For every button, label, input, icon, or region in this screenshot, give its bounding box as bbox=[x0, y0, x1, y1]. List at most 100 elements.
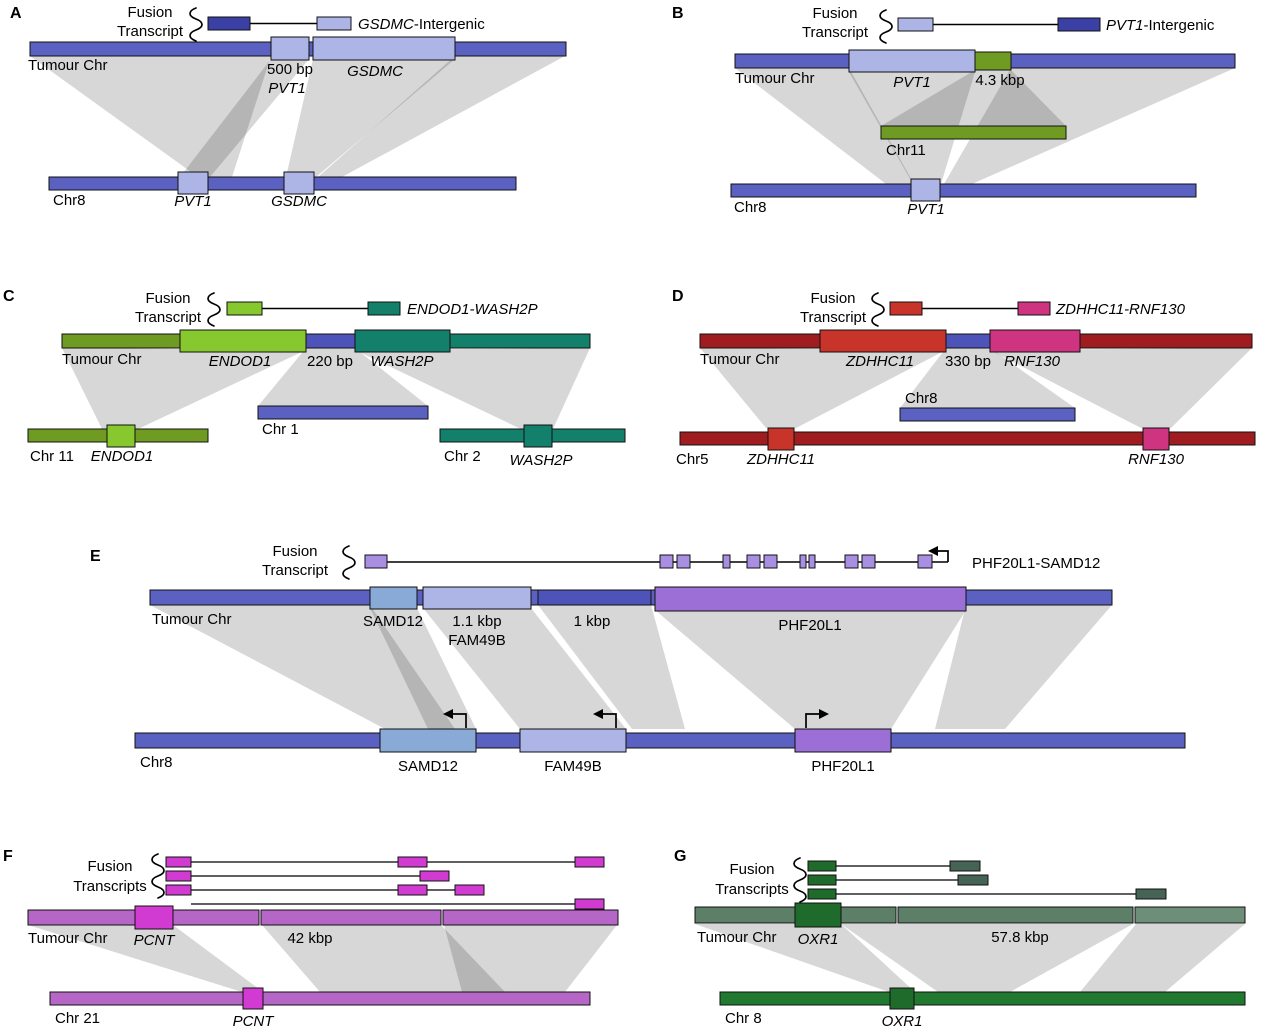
panel-d-insert-segment-blue bbox=[945, 333, 991, 349]
panel-d-chr5-bar bbox=[679, 431, 1256, 446]
panel-b-chr8-pvt1-box bbox=[910, 178, 941, 202]
panel-e-fusion-exon bbox=[659, 554, 674, 569]
panel-b-size-label: 4.3 kbp bbox=[975, 72, 1024, 89]
panel-e-samd12-label: SAMD12 bbox=[363, 613, 423, 630]
panel-f-mapping-shadow bbox=[262, 925, 505, 992]
panel-a-pvt1-label: PVT1 bbox=[268, 80, 306, 97]
panel-e-1kbp-segment bbox=[537, 589, 652, 606]
panel-d-tumour-chr-label: Tumour Chr bbox=[700, 351, 779, 368]
panel-g-transcript-exon bbox=[807, 860, 837, 872]
panel-d-chr5-label: Chr5 bbox=[676, 451, 709, 468]
panel-f-transcript-exon bbox=[454, 884, 485, 896]
panel-c-tumour-chr-label: Tumour Chr bbox=[62, 351, 141, 368]
panel-d-mapping-shadow bbox=[990, 348, 1252, 428]
panel-f-tumour-chr-segment bbox=[442, 909, 619, 926]
panel-e-samd12-tss-arrowhead bbox=[443, 709, 453, 719]
panel-f-transcript-exon bbox=[574, 898, 605, 910]
panel-b-brace-squiggle-icon bbox=[879, 9, 893, 44]
panel-c-chr2-wash2p-box bbox=[523, 424, 553, 448]
panel-g-chr8-oxr1-box bbox=[889, 987, 915, 1010]
panel-g-oxr1-box bbox=[794, 902, 842, 928]
panel-a-chr8-gsdmc-label: GSDMC bbox=[271, 193, 327, 210]
panel-b-pvt1-label: PVT1 bbox=[893, 74, 931, 91]
panel-a-brace-squiggle-icon bbox=[189, 7, 203, 42]
panel-e-letter: E bbox=[90, 548, 101, 565]
panel-e-size1-label: 1.1 kbp bbox=[452, 613, 501, 630]
panel-e-fusion-exon bbox=[722, 554, 731, 569]
panel-e-chr8-phf20l1-box bbox=[794, 728, 892, 753]
panel-e-fusion-exon bbox=[917, 554, 933, 569]
panel-b-fusion-exon-left bbox=[897, 17, 934, 32]
panel-f-mapping-shadow bbox=[28, 925, 263, 992]
panel-e-fusion-exon bbox=[746, 554, 761, 569]
panel-f-transcript-exon bbox=[165, 884, 192, 896]
panel-c-letter: C bbox=[3, 288, 15, 305]
panel-c-chr11-endod1-label: ENDOD1 bbox=[91, 448, 154, 465]
panel-f-fusion-label-line1: Fusion bbox=[87, 858, 132, 875]
panel-g-fusion-label-line1: Fusion bbox=[729, 861, 774, 878]
panel-b-chr8-label: Chr8 bbox=[734, 199, 767, 216]
panel-g-transcript-exon bbox=[949, 860, 981, 872]
panel-d-fusion-label-line2: Transcript bbox=[800, 309, 867, 326]
panel-f-tumour-chr-segment bbox=[260, 909, 442, 926]
panel-e-chr8-phf20l1-label: PHF20L1 bbox=[811, 758, 874, 775]
panel-c-wash2p-box bbox=[354, 329, 451, 353]
panel-d-fusion-exon-left bbox=[889, 301, 923, 316]
panel-e-fusion-exon bbox=[799, 554, 807, 569]
panel-b-intergenic-green-box bbox=[974, 51, 1012, 71]
panel-d-zdhhc11-box bbox=[819, 329, 947, 353]
panel-c-fusion-label-line1: Fusion bbox=[145, 290, 190, 307]
panel-d-fusion-label-line1: Fusion bbox=[810, 290, 855, 307]
panel-c-chr2-wash2p-label: WASH2P bbox=[509, 452, 572, 469]
panel-e-mapping-shadow bbox=[150, 605, 455, 729]
panel-d: D Fusion Transcript ZDHHC11-RNF130 Tumou… bbox=[672, 288, 1256, 468]
panel-d-tumour-segment-right bbox=[1079, 333, 1253, 349]
panel-a-chr8-pvt1-box bbox=[177, 171, 209, 195]
panel-e: E Fusion Transcript PHF20L1-SAMD12 Tumou… bbox=[90, 543, 1186, 775]
panel-f-size-label: 42 kbp bbox=[287, 930, 332, 947]
panel-a-chr8-gsdmc-box bbox=[283, 171, 315, 195]
panel-c-chr2-label: Chr 2 bbox=[444, 448, 481, 465]
panel-e-transcript-tss-arrow bbox=[937, 550, 949, 562]
panel-b-mapping-shadow bbox=[881, 70, 1066, 126]
panel-e-samd12-box bbox=[369, 586, 418, 610]
panel-f-transcript-exon bbox=[165, 856, 192, 868]
panel-f-chr21-bar bbox=[49, 991, 591, 1006]
panel-b-letter: B bbox=[672, 5, 684, 22]
panel-e-chr8-label: Chr8 bbox=[140, 754, 173, 771]
panel-b-chr11-label: Chr11 bbox=[886, 142, 926, 159]
panel-f-transcript-exon bbox=[574, 856, 605, 868]
panel-d-tumour-segment-left bbox=[699, 333, 821, 349]
panel-c-endod1-label: ENDOD1 bbox=[209, 353, 272, 370]
panel-g-chr8-bar bbox=[719, 991, 1246, 1006]
panel-e-samd12-tss-arrow bbox=[452, 713, 467, 728]
panel-c-size-label: 220 bp bbox=[307, 353, 353, 370]
panel-d-chr8-label: Chr8 bbox=[905, 390, 938, 407]
panel-f-mapping-shadow bbox=[444, 925, 617, 992]
panel-e-fusion-label-line1: Fusion bbox=[272, 543, 317, 560]
panel-f: F Fusion Transcripts Tumour Chr PCNT 42 … bbox=[3, 848, 619, 1030]
panel-e-mapping-shadow bbox=[538, 605, 685, 729]
panel-d-zdhhc11-label: ZDHHC11 bbox=[845, 353, 914, 370]
panel-e-mapping-shadow bbox=[370, 608, 476, 729]
panel-e-phf20l1-box bbox=[654, 586, 967, 612]
panel-f-pcnt-box bbox=[134, 905, 174, 930]
panel-a-fusion-label-line2: Transcript bbox=[117, 23, 184, 40]
panel-c-tumour-segment-olive bbox=[61, 333, 181, 349]
panel-c-fusion-name: ENDOD1-WASH2P bbox=[407, 301, 538, 318]
panel-d-letter: D bbox=[672, 288, 684, 305]
panel-c-mapping-shadow bbox=[62, 348, 306, 429]
panel-e-chr8-samd12-label: SAMD12 bbox=[398, 758, 458, 775]
panel-g-transcript-exon bbox=[957, 874, 989, 886]
panel-a-mapping-shadow bbox=[286, 59, 455, 177]
panel-g-oxr1-label: OXR1 bbox=[798, 931, 839, 948]
panel-d-size-label: 330 bp bbox=[945, 353, 991, 370]
panel-a-chr8-label: Chr8 bbox=[53, 192, 86, 209]
panel-c-chr1-bar bbox=[257, 405, 429, 420]
panel-c-mapping-shadow bbox=[258, 348, 428, 406]
panel-a-tumour-chr-label: Tumour Chr bbox=[28, 57, 107, 74]
panel-f-transcript-exon bbox=[165, 870, 192, 882]
panel-e-fam49b-tss-arrowhead bbox=[593, 709, 603, 719]
panel-e-fam49b-label: FAM49B bbox=[448, 632, 506, 649]
panel-b-fusion-name-suffix: -Intergenic bbox=[1144, 17, 1215, 34]
